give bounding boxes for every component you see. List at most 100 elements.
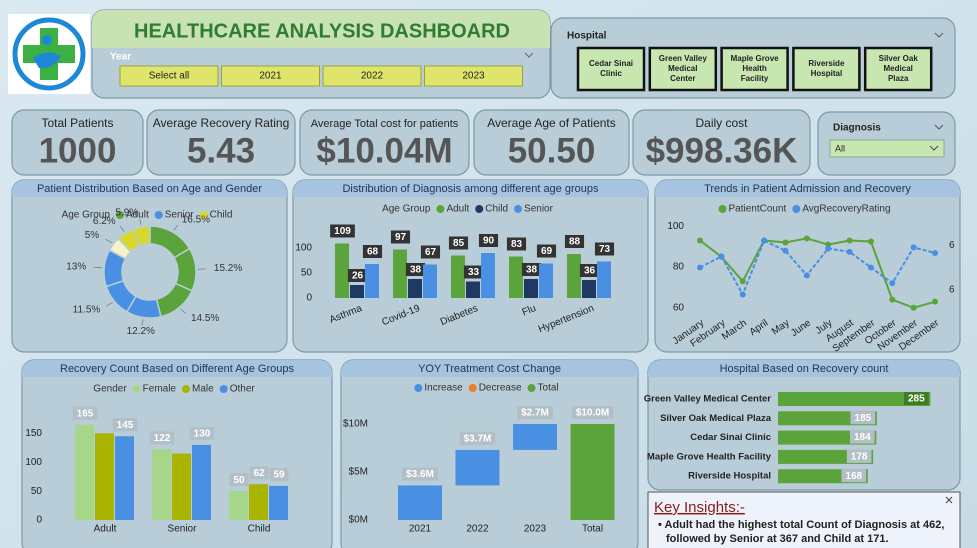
- slicer-option[interactable]: [576, 46, 646, 92]
- slicer-option[interactable]: [119, 65, 219, 87]
- data-label: 178: [851, 452, 868, 463]
- data-label: 5.9%: [115, 208, 138, 219]
- slicer-option[interactable]: [221, 65, 320, 87]
- leader-line: [141, 319, 144, 326]
- legend: PatientCount AvgRecoveryRating: [718, 204, 891, 215]
- dropdown[interactable]: [829, 139, 945, 158]
- data-label: 36: [584, 266, 596, 277]
- waterfall-bar: [455, 449, 500, 486]
- line-point: [910, 304, 917, 311]
- bar: [335, 243, 349, 298]
- kpi-card: [473, 109, 630, 176]
- dropdown-chevron: [929, 145, 939, 151]
- bar: [95, 433, 114, 520]
- data-label: 73: [599, 244, 611, 255]
- leader-line: [180, 308, 187, 314]
- x-tick-label: Total: [582, 524, 603, 535]
- bar: [365, 264, 379, 298]
- dropdown-chevron: [934, 32, 944, 38]
- kpi-card: [632, 109, 811, 176]
- panel-header: [12, 180, 287, 197]
- dashboard-title: HEALTHCARE ANALYSIS DASHBOARD: [134, 20, 510, 42]
- bar: [778, 392, 931, 406]
- data-label-box: [229, 473, 249, 487]
- data-label: 109: [334, 226, 351, 237]
- data-label-box: [841, 469, 867, 483]
- slicer-option[interactable]: [424, 65, 523, 87]
- y-tick-label: 6: [949, 240, 955, 251]
- legend-label: Adult: [446, 204, 469, 215]
- slicer-option-label: Silver Oak Medical Plaza: [879, 54, 919, 83]
- kpi-value: $10.04M: [316, 131, 452, 170]
- legend: Age Group Adult Senior Child: [62, 210, 233, 221]
- slicer-option[interactable]: [322, 65, 422, 87]
- slicer-option-label: 2023: [462, 71, 485, 82]
- slicer-label: Hospital: [567, 31, 607, 42]
- bar: [408, 279, 422, 298]
- data-label-box: [149, 431, 175, 445]
- panel-header: [655, 180, 960, 197]
- waterfall-bar: [570, 424, 615, 520]
- data-label: 38: [410, 265, 422, 276]
- leader-line: [106, 301, 113, 307]
- data-label-box: [517, 406, 553, 420]
- legend-marker: [154, 211, 163, 219]
- legend-label: Senior: [165, 210, 195, 221]
- bar: [393, 249, 407, 298]
- line-point: [782, 247, 789, 254]
- data-label-box: [112, 418, 138, 432]
- slicer-option[interactable]: [863, 46, 933, 92]
- kpi-label: Daily cost: [695, 116, 748, 130]
- slicer-label: Diagnosis: [833, 123, 881, 134]
- line-point: [739, 291, 746, 298]
- data-label: 33: [468, 267, 480, 278]
- legend-marker: [475, 205, 484, 213]
- slicer-option[interactable]: [648, 46, 718, 92]
- line-point: [889, 280, 896, 287]
- slicer-option-label: Green Valley Medical Center: [659, 54, 708, 83]
- bar: [229, 491, 248, 520]
- legend-marker: [718, 205, 727, 213]
- panel-title: YOY Treatment Cost Change: [418, 363, 561, 375]
- data-label-box: [362, 245, 383, 258]
- slicer-option[interactable]: [720, 46, 789, 92]
- legend-marker: [414, 384, 423, 392]
- insight-item: • Adult had the highest total Count of D…: [658, 519, 945, 545]
- data-label: 168: [845, 471, 862, 482]
- y-tick-label: 50: [301, 268, 313, 279]
- bar: [466, 281, 480, 298]
- x-tick-label: Child: [248, 524, 271, 535]
- data-label: 16.5%: [182, 215, 210, 226]
- line-point: [867, 264, 874, 271]
- insights-box: [647, 491, 961, 548]
- waterfall-bar: [398, 485, 442, 520]
- slicer-option[interactable]: [792, 46, 861, 92]
- line-point: [803, 272, 810, 279]
- x-tick-label: 2023: [524, 524, 547, 535]
- slicer-option-label: 2021: [259, 71, 282, 82]
- legend-label: Senior: [524, 204, 554, 215]
- slicer-label: Year: [110, 52, 131, 63]
- line-point: [910, 244, 917, 251]
- bar: [423, 264, 437, 298]
- panel-title: Hospital Based on Recovery count: [720, 363, 889, 375]
- bar: [152, 449, 171, 520]
- panel-title: Recovery Count Based on Different Age Gr…: [60, 363, 294, 375]
- legend-label: Female: [143, 384, 177, 395]
- panel-title: Patient Distribution Based on Age and Ge…: [37, 183, 262, 195]
- panel-header: [648, 360, 960, 377]
- insights-title: Key Insights:-: [654, 499, 745, 516]
- slicer-option-label: Maple Grove Health Facility: [731, 54, 780, 83]
- waterfall-bar: [513, 424, 557, 450]
- data-label-box: [506, 237, 527, 251]
- bar: [350, 285, 364, 298]
- bar: [539, 263, 553, 298]
- data-label: $10.0M: [576, 408, 609, 419]
- kpi-label: Average Recovery Rating: [153, 116, 290, 130]
- kpi-card: [146, 109, 296, 176]
- x-tick-label: Flu: [521, 303, 538, 318]
- line-point: [718, 253, 725, 260]
- insights-body: • Adult had the highest total Count of D…: [658, 519, 945, 545]
- data-label-box: [448, 236, 469, 250]
- bar: [567, 254, 581, 298]
